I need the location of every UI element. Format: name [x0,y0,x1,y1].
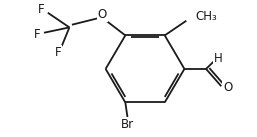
Text: O: O [223,81,232,94]
Text: F: F [55,46,61,59]
Text: F: F [38,3,44,16]
Text: Br: Br [121,118,134,131]
Text: F: F [34,28,40,41]
Text: O: O [98,8,107,21]
Text: H: H [214,52,223,65]
Text: CH₃: CH₃ [195,10,217,23]
